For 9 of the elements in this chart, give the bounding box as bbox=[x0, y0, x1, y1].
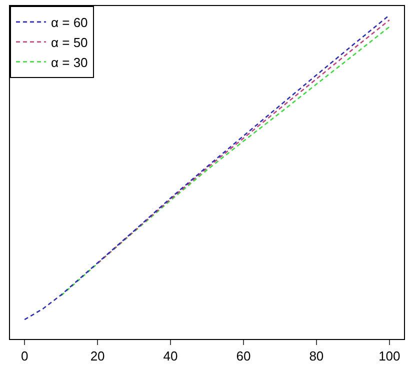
x-tick-label: 80 bbox=[309, 348, 324, 364]
x-tick-label: 60 bbox=[236, 348, 251, 364]
legend-label: α = 50 bbox=[51, 34, 88, 50]
legend-label: α = 30 bbox=[51, 54, 88, 70]
x-tick-label: 0 bbox=[20, 348, 28, 364]
x-tick-label: 40 bbox=[163, 348, 178, 364]
legend-label: α = 60 bbox=[51, 15, 88, 30]
x-tick-label: 100 bbox=[378, 348, 400, 364]
x-tick-label: 20 bbox=[90, 348, 105, 364]
